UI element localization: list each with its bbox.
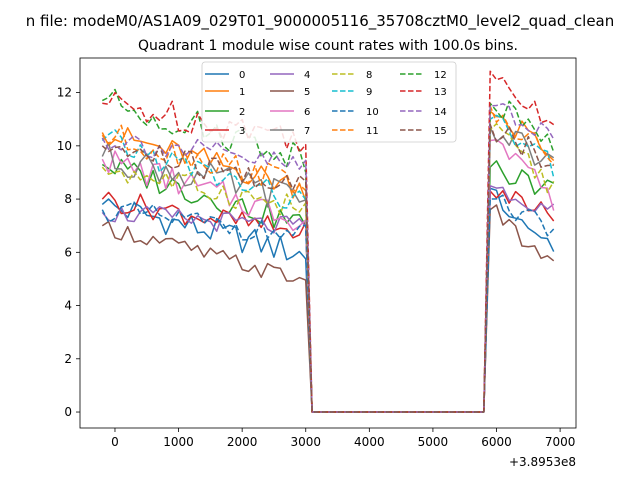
- legend-label: 13: [434, 87, 447, 98]
- x-tick-label: 1000: [163, 435, 194, 449]
- legend-label: 14: [434, 107, 447, 118]
- x-tick-label: 3000: [290, 435, 321, 449]
- x-offset-label: +3.8953e8: [509, 455, 576, 469]
- series-line-2: [101, 158, 555, 413]
- chart-title: Quadrant 1 module wise count rates with …: [138, 38, 518, 54]
- x-tick-label: 7000: [545, 435, 576, 449]
- y-tick-label: 0: [64, 405, 72, 419]
- series-line-4: [101, 185, 555, 413]
- x-tick-label: 4000: [354, 435, 385, 449]
- figure-suptitle: n file: modeM0/AS1A09_029T01_9000005116_…: [26, 12, 615, 31]
- series-line-0: [101, 187, 555, 413]
- series-line-1: [101, 110, 555, 413]
- series-line-10: [101, 194, 555, 413]
- legend-label: 10: [366, 107, 379, 118]
- series-line-11: [101, 105, 555, 413]
- axes-frame: [79, 57, 577, 429]
- y-tick-label: 2: [64, 352, 72, 366]
- series-line-12: [101, 88, 555, 413]
- legend-label: 1: [239, 87, 245, 98]
- series-line-9: [101, 114, 555, 413]
- legend-label: 5: [304, 87, 310, 98]
- legend-label: 8: [366, 70, 372, 81]
- x-tick-label: 5000: [418, 435, 449, 449]
- series-line-15: [101, 123, 554, 413]
- legend-label: 6: [304, 107, 310, 118]
- y-tick-label: 12: [57, 86, 72, 100]
- x-tick-label: 6000: [481, 435, 512, 449]
- series-line-14: [101, 103, 555, 413]
- legend-frame: [201, 61, 457, 143]
- series-line-7: [101, 126, 555, 413]
- series-line-6: [101, 138, 555, 413]
- series-line-5: [101, 204, 555, 413]
- y-tick-label: 6: [64, 245, 72, 259]
- legend-label: 7: [304, 126, 310, 137]
- legend-label: 0: [239, 70, 245, 81]
- legend-label: 4: [304, 70, 310, 81]
- legend-label: 3: [239, 126, 245, 137]
- x-tick-label: 0: [111, 435, 119, 449]
- y-tick-label: 10: [57, 139, 72, 153]
- y-tick-label: 8: [64, 192, 72, 206]
- plot-area: [101, 70, 555, 413]
- legend-label: 9: [366, 87, 372, 98]
- legend-label: 15: [434, 126, 447, 137]
- x-tick-label: 2000: [227, 435, 258, 449]
- legend-label: 11: [366, 126, 379, 137]
- y-tick-label: 4: [64, 299, 72, 313]
- legend-label: 2: [239, 107, 245, 118]
- legend-label: 12: [434, 70, 447, 81]
